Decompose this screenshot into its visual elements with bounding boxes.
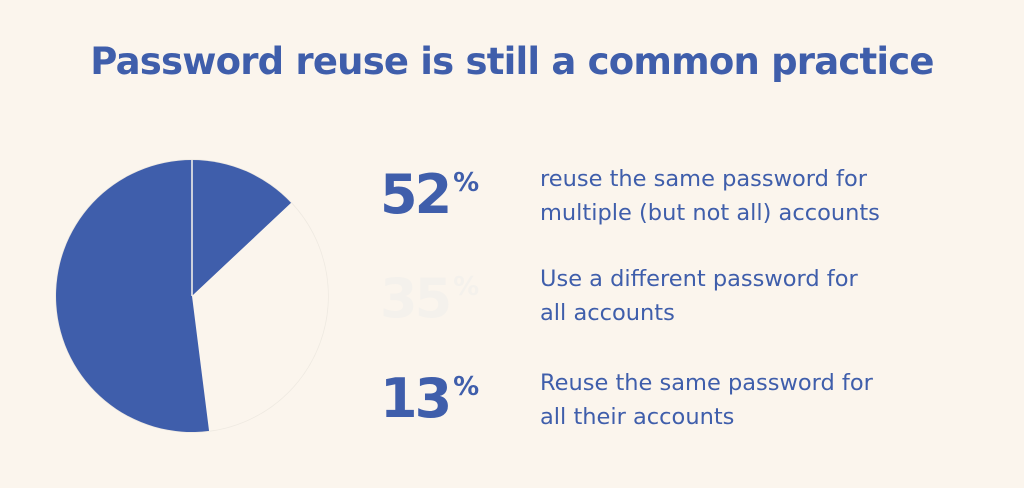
stat-number: 52 bbox=[380, 163, 452, 226]
stat-value-reuse-all: 13% bbox=[380, 372, 479, 426]
stat-description-line: all their accounts bbox=[540, 404, 735, 430]
stat-description-line: Reuse the same password for bbox=[540, 370, 873, 396]
stat-value-different: 35% bbox=[380, 272, 479, 326]
stat-description-reuse-all: Reuse the same password for all their ac… bbox=[540, 366, 980, 434]
pie-chart-svg bbox=[55, 159, 329, 433]
pie-slice-reuse-some bbox=[56, 160, 210, 432]
stat-description-line: multiple (but not all) accounts bbox=[540, 200, 880, 226]
page-title: Password reuse is still a common practic… bbox=[90, 40, 934, 83]
stat-percent-sign: % bbox=[453, 372, 480, 402]
stat-description-reuse-some: reuse the same password for multiple (bu… bbox=[540, 162, 980, 230]
stat-description-line: reuse the same password for bbox=[540, 166, 867, 192]
stat-description-line: all accounts bbox=[540, 300, 675, 326]
stat-percent-sign: % bbox=[453, 272, 480, 302]
stat-description-line: Use a different password for bbox=[540, 266, 858, 292]
stat-value-reuse-some: 52% bbox=[380, 168, 479, 222]
pie-slice-reuse-all bbox=[192, 160, 292, 296]
stat-number: 35 bbox=[380, 267, 452, 330]
pie-chart bbox=[52, 156, 332, 436]
stat-description-different: Use a different password for all account… bbox=[540, 262, 980, 330]
pie-slice-different bbox=[192, 202, 329, 431]
stat-percent-sign: % bbox=[453, 168, 480, 198]
stat-number: 13 bbox=[380, 367, 452, 430]
